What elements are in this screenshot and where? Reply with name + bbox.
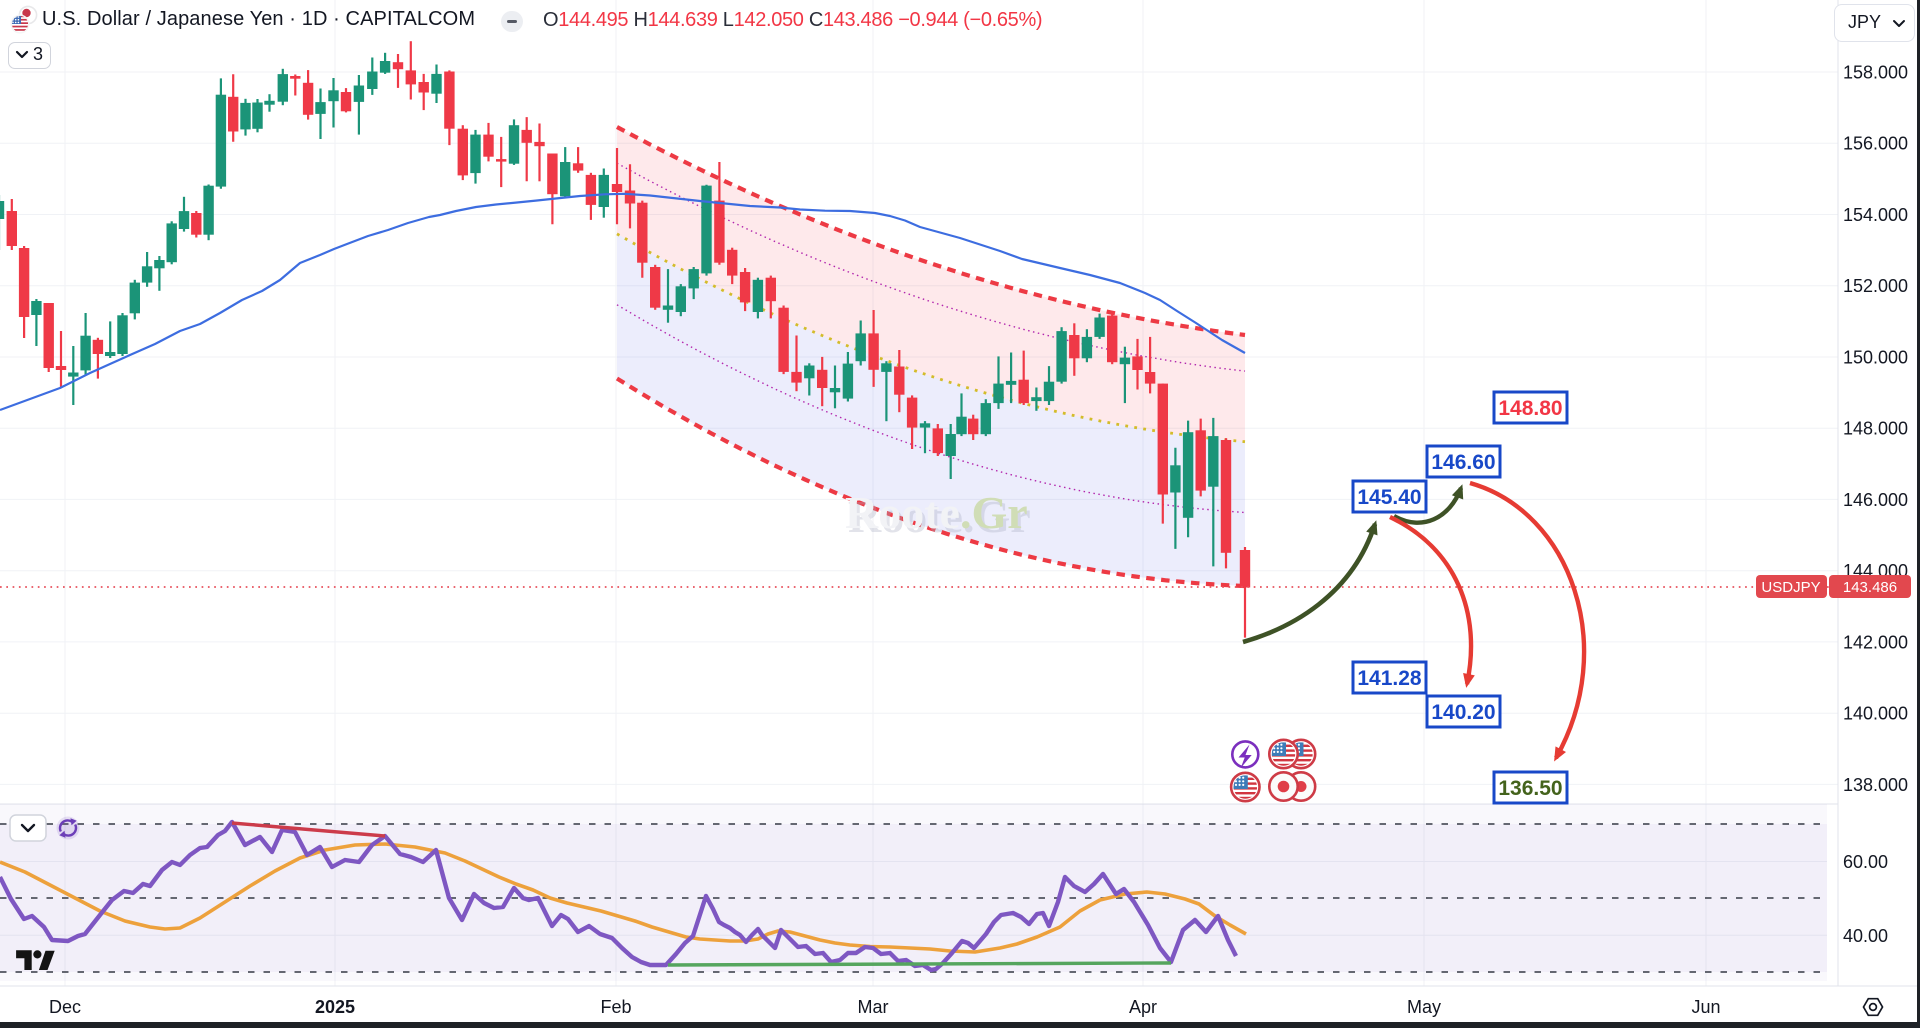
svg-text:60.00: 60.00 [1843, 852, 1888, 872]
svg-text:Dec: Dec [49, 997, 81, 1017]
svg-text:143.486: 143.486 [1843, 579, 1897, 596]
svg-text:148.000: 148.000 [1843, 419, 1908, 439]
svg-text:154.000: 154.000 [1843, 205, 1908, 225]
svg-text:156.000: 156.000 [1843, 134, 1908, 154]
svg-text:Apr: Apr [1129, 997, 1157, 1017]
svg-text:Roote.Gr: Roote.Gr [848, 491, 1031, 542]
svg-text:140.20: 140.20 [1431, 701, 1495, 724]
svg-text:142.000: 142.000 [1843, 632, 1908, 652]
svg-text:Roote.Gr: Roote.Gr [845, 487, 1028, 538]
svg-text:152.000: 152.000 [1843, 276, 1908, 296]
svg-text:Mar: Mar [858, 997, 889, 1017]
svg-text:USDJPY: USDJPY [1761, 579, 1820, 596]
svg-text:136.50: 136.50 [1498, 777, 1562, 800]
svg-text:146.60: 146.60 [1431, 451, 1495, 474]
svg-text:141.28: 141.28 [1357, 667, 1422, 690]
svg-text:138.000: 138.000 [1843, 775, 1908, 795]
svg-text:2025: 2025 [315, 997, 355, 1017]
svg-text:146.000: 146.000 [1843, 490, 1908, 510]
svg-text:150.000: 150.000 [1843, 348, 1908, 368]
svg-text:May: May [1407, 997, 1441, 1017]
svg-text:145.40: 145.40 [1357, 486, 1421, 509]
svg-text:140.000: 140.000 [1843, 704, 1908, 724]
svg-text:Jun: Jun [1691, 997, 1720, 1017]
svg-text:158.000: 158.000 [1843, 63, 1908, 83]
svg-text:40.00: 40.00 [1843, 926, 1888, 946]
svg-text:Feb: Feb [600, 997, 631, 1017]
svg-text:148.80: 148.80 [1498, 397, 1562, 420]
